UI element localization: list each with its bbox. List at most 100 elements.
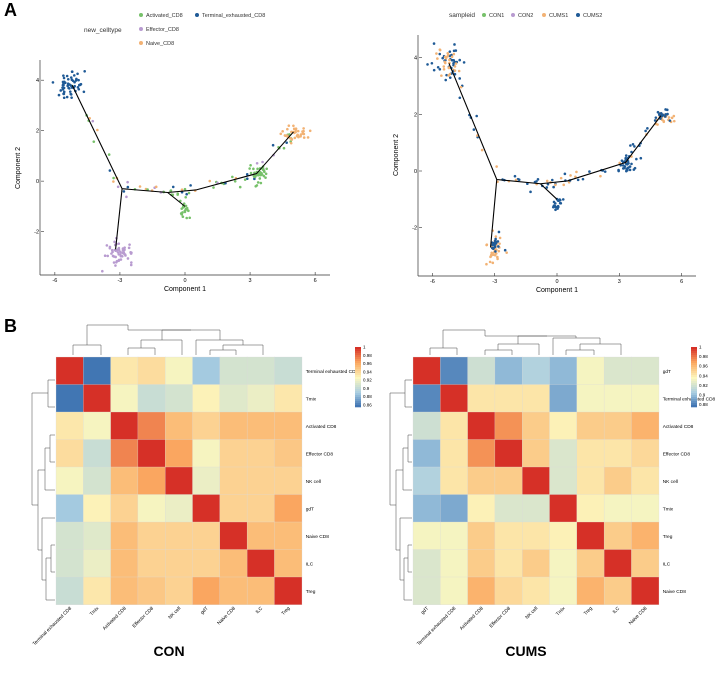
scatter-point	[491, 261, 495, 265]
colorbar-segment	[355, 377, 361, 380]
colorbar-segment	[691, 385, 697, 388]
scatter-point	[447, 66, 451, 70]
scatter-point	[494, 240, 498, 244]
row-label: Activated CD8	[663, 424, 694, 430]
heatmap-cell	[192, 494, 221, 523]
scatter-point	[554, 183, 557, 187]
row-labels-cums: gdT Terminal exhausted CD8 Activated CD8 Ef…	[663, 369, 716, 595]
scatter-point	[96, 128, 99, 132]
scatter-point	[65, 95, 69, 99]
heatmap-cell	[631, 466, 660, 495]
col-label: Activated CD8	[459, 605, 485, 631]
colorbar-segment	[355, 393, 361, 396]
scatter-point	[485, 243, 489, 246]
colorbar-segment	[355, 395, 361, 398]
colorbar-segment	[355, 357, 361, 360]
scatter-point	[62, 92, 65, 96]
colorbar-tick-label: 0.98	[363, 353, 372, 358]
scatter-point	[664, 108, 667, 111]
scatter-point	[249, 171, 253, 175]
colorbar-segment	[355, 379, 361, 382]
scatter-point	[243, 178, 247, 181]
colorbar-segment	[691, 393, 697, 396]
scatter-point	[296, 129, 300, 133]
scatter-point	[51, 81, 55, 84]
col-label: gdT	[199, 606, 209, 616]
heatmap-cell	[110, 439, 139, 468]
heatmap-cells-con	[55, 356, 303, 605]
heatmap-cell	[603, 466, 632, 495]
scatter-point	[57, 93, 61, 97]
row-label: Effector CD8	[663, 451, 691, 457]
col-label: Terminal exhausted CD8	[32, 605, 74, 647]
scatter-point	[453, 43, 456, 46]
scatter-point	[138, 185, 142, 188]
scatter-point	[446, 53, 450, 56]
scatter-point	[454, 49, 458, 52]
scatter-point	[154, 185, 158, 189]
heatmap-cell	[522, 549, 550, 578]
scatter-point	[633, 145, 636, 148]
scatter-point	[672, 114, 676, 118]
scatter-point	[73, 80, 76, 84]
heatmap-cell	[494, 576, 523, 605]
y-tick-label: -2	[34, 230, 39, 236]
scatter-point	[188, 216, 192, 220]
scatter-point	[443, 61, 447, 65]
scatter-point	[451, 59, 454, 62]
scatter-point	[126, 257, 130, 260]
scatter-point	[639, 156, 643, 160]
scatter-point	[494, 250, 497, 253]
heatmap-cell	[165, 494, 193, 523]
heatmap-cell	[165, 576, 193, 605]
scatter-point	[231, 175, 234, 179]
scatter-point	[625, 169, 628, 173]
scatter-point	[444, 78, 448, 82]
heatmap-cell	[576, 549, 605, 578]
row-label: Treg	[663, 534, 673, 540]
row-label: NK cell	[663, 479, 678, 485]
heatmap-cell	[165, 384, 193, 413]
scatter-point	[302, 136, 306, 139]
heatmap-title-con: CON	[153, 643, 184, 659]
heatmap-cell	[576, 521, 605, 550]
heatmap-cell	[246, 356, 275, 385]
legend-label: CUMS2	[583, 13, 602, 19]
scatter-point	[628, 168, 632, 172]
y-axis-label-right: Component 2	[393, 134, 400, 176]
scatter-point	[279, 132, 283, 136]
colorbar-tick-label: 0.92	[699, 383, 708, 388]
heatmap-cell	[219, 356, 248, 385]
heatmap-cell	[494, 356, 523, 385]
heatmap-cell	[603, 439, 632, 468]
scatter-point	[626, 162, 630, 165]
legend-label: CON1	[489, 13, 504, 19]
heatmap-cell	[137, 411, 166, 440]
colorbar-segment	[355, 369, 361, 372]
heatmap-cell	[110, 356, 139, 385]
colorbar-segment	[691, 381, 697, 384]
scatter-point	[183, 187, 187, 191]
scatter-point	[187, 191, 191, 195]
heatmap-cell	[192, 466, 221, 495]
scatter-point	[208, 179, 212, 183]
scatter-point	[575, 170, 578, 174]
scatter-point	[497, 249, 501, 253]
colorbar-segment	[355, 349, 361, 352]
scatter-point	[444, 56, 448, 60]
scatter-point	[261, 160, 264, 164]
scatter-point	[666, 112, 669, 116]
colorbar-segment	[691, 403, 697, 406]
heatmap-cell	[192, 521, 221, 550]
legend-item-terminal: Terminal_exhausted_CD8	[195, 13, 265, 19]
heatmap-cell	[137, 439, 166, 468]
heatmap-cell	[110, 549, 139, 578]
colorbar-segment	[355, 401, 361, 404]
scatter-point	[553, 204, 557, 208]
colorbar-segment	[691, 349, 697, 352]
heatmap-cell	[603, 521, 632, 550]
scatter-point	[287, 124, 291, 127]
heatmap-cell	[576, 439, 605, 468]
heatmap-cell	[467, 439, 496, 468]
